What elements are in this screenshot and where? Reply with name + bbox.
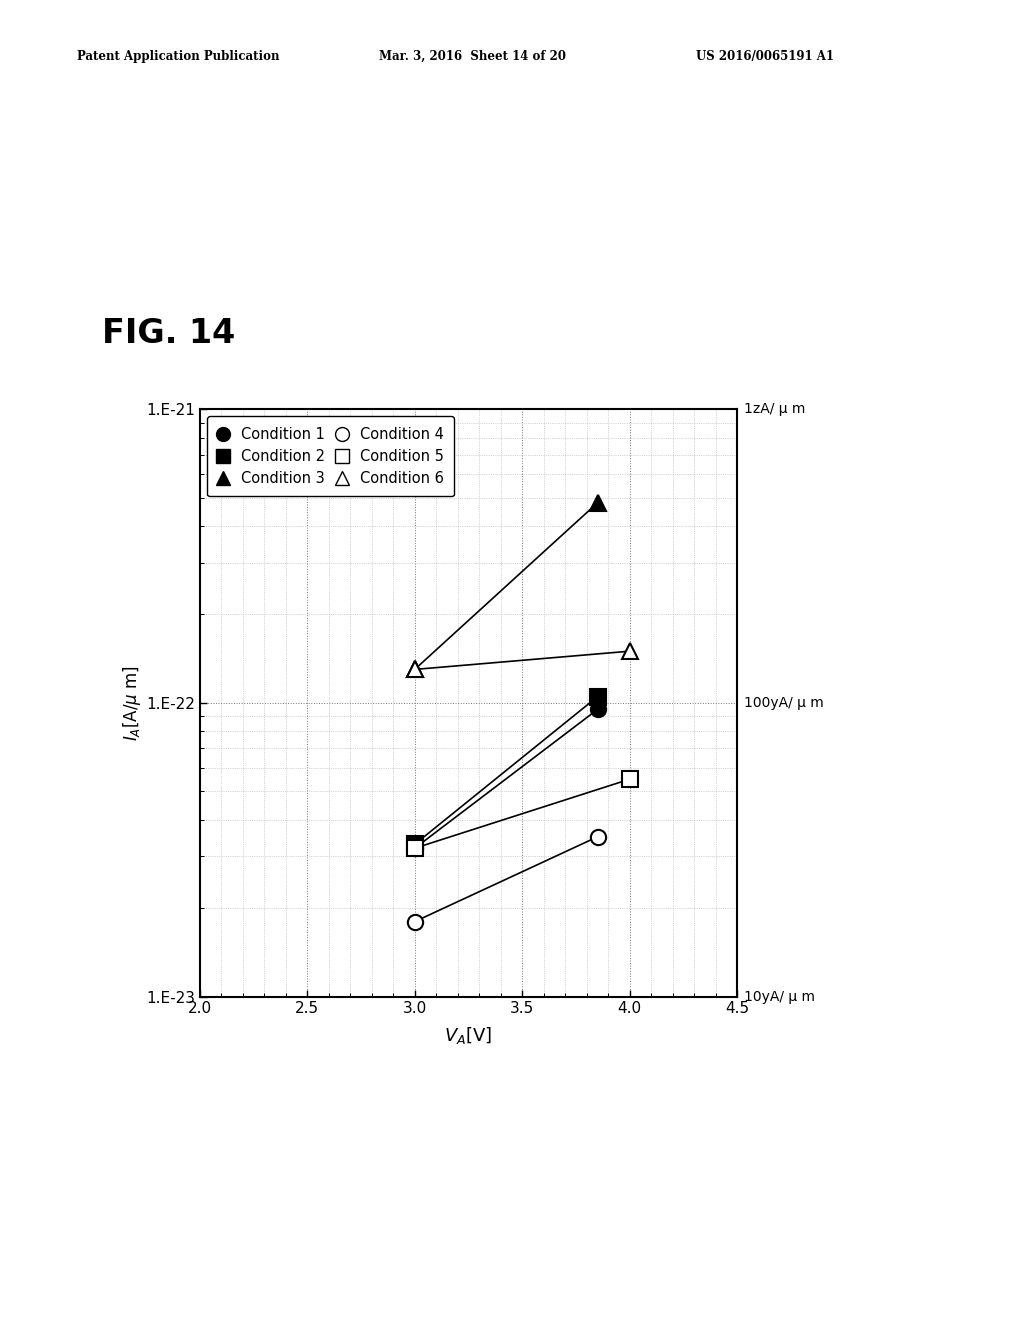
Y-axis label: $I_A$[A/$\mu$ m]: $I_A$[A/$\mu$ m] <box>121 665 143 741</box>
Text: 1zA/ μ m: 1zA/ μ m <box>744 403 806 416</box>
Text: FIG. 14: FIG. 14 <box>102 317 236 350</box>
Text: US 2016/0065191 A1: US 2016/0065191 A1 <box>696 50 835 63</box>
X-axis label: $V_A$[V]: $V_A$[V] <box>444 1024 493 1045</box>
Text: 10yA/ μ m: 10yA/ μ m <box>744 990 815 1003</box>
Text: Patent Application Publication: Patent Application Publication <box>77 50 280 63</box>
Text: Mar. 3, 2016  Sheet 14 of 20: Mar. 3, 2016 Sheet 14 of 20 <box>379 50 566 63</box>
Text: 100yA/ μ m: 100yA/ μ m <box>744 696 824 710</box>
Legend: Condition 1, Condition 2, Condition 3, Condition 4, Condition 5, Condition 6: Condition 1, Condition 2, Condition 3, C… <box>207 417 454 496</box>
